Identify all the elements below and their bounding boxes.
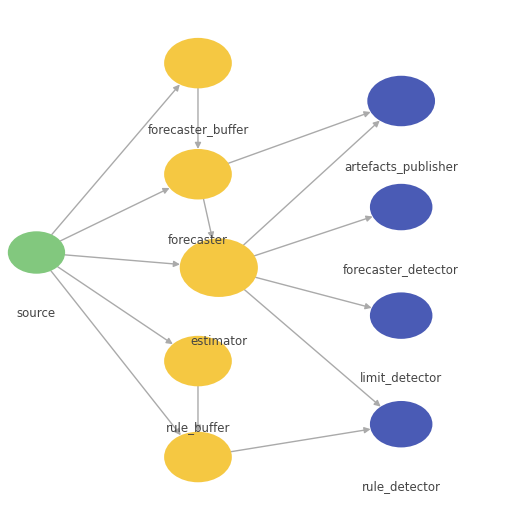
Text: artefacts_publisher: artefacts_publisher — [344, 161, 458, 174]
Ellipse shape — [8, 231, 65, 274]
Text: rule_detector: rule_detector — [362, 480, 441, 493]
Ellipse shape — [164, 336, 232, 386]
Ellipse shape — [367, 76, 435, 126]
Text: forecaster_detector: forecaster_detector — [343, 263, 459, 276]
Text: source: source — [17, 307, 56, 320]
Ellipse shape — [164, 38, 232, 88]
Text: estimator: estimator — [190, 335, 247, 348]
Ellipse shape — [370, 292, 432, 339]
Ellipse shape — [164, 149, 232, 199]
Ellipse shape — [370, 184, 432, 230]
Ellipse shape — [180, 238, 258, 297]
Text: forecaster_buffer: forecaster_buffer — [147, 123, 249, 136]
Ellipse shape — [164, 432, 232, 482]
Text: forecaster: forecaster — [168, 234, 228, 247]
Ellipse shape — [370, 401, 432, 447]
Text: rule_buffer: rule_buffer — [166, 421, 230, 434]
Text: limit_detector: limit_detector — [360, 371, 442, 384]
